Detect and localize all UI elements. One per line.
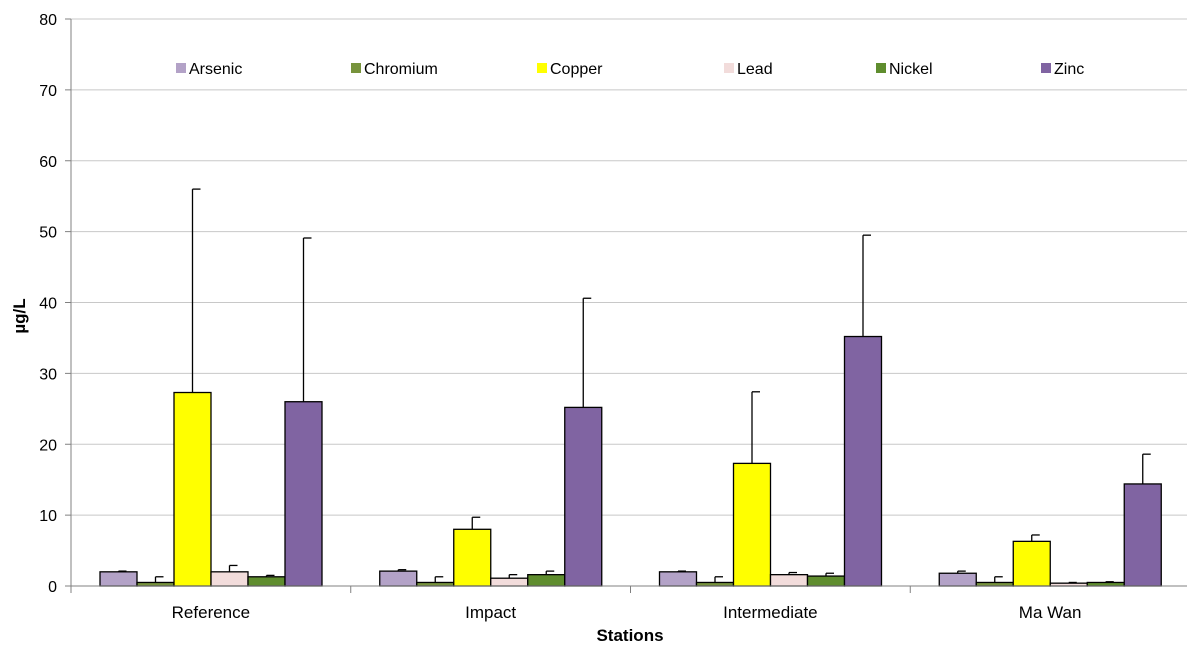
bar-arsenic-impact <box>379 570 418 587</box>
legend-label: Lead <box>737 61 773 78</box>
bar-arsenic-intermediate <box>658 571 698 587</box>
bar-nickel-impact <box>527 574 566 587</box>
legend-label: Copper <box>550 61 603 78</box>
legend-swatch <box>176 63 186 73</box>
y-axis-title: µg/L <box>10 298 29 333</box>
bar-arsenic-ma-wan <box>938 572 977 587</box>
y-tick-label: 30 <box>39 366 57 383</box>
x-axis-title: Stations <box>596 626 663 643</box>
bar-lead-impact <box>490 577 529 587</box>
legend-swatch <box>537 63 547 73</box>
bar-zinc-intermediate <box>843 335 883 587</box>
y-tick-label: 80 <box>39 12 57 29</box>
bar-nickel-ma-wan <box>1086 581 1125 587</box>
y-tick-label: 10 <box>39 508 57 525</box>
x-tick-label: Impact <box>465 603 516 622</box>
bar-copper-reference <box>173 391 212 587</box>
y-tick-label: 20 <box>39 437 57 454</box>
bar-zinc-ma-wan <box>1123 483 1162 587</box>
bar-zinc-reference <box>284 401 323 587</box>
axes-layer: µg/L Stations 0 10 20 30 40 50 60 70 80 Reference… <box>10 12 1187 645</box>
legend-label: Nickel <box>889 61 933 78</box>
bar-nickel-intermediate <box>806 575 846 587</box>
bar-arsenic-reference <box>99 571 138 587</box>
bar-zinc-impact <box>564 406 603 587</box>
y-tick-label: 50 <box>39 225 57 242</box>
x-tick-label: Intermediate <box>723 603 818 622</box>
y-tick-label: 40 <box>39 296 57 313</box>
legend-swatch <box>876 63 886 73</box>
bar-chromium-intermediate <box>695 581 735 587</box>
bar-copper-ma-wan <box>1012 540 1051 587</box>
bar-lead-reference <box>210 571 249 587</box>
bar-lead-intermediate <box>769 574 809 587</box>
bar-chromium-reference <box>136 581 175 587</box>
legend-swatch <box>1041 63 1051 73</box>
bar-chromium-impact <box>416 581 455 587</box>
legend: Arsenic Chromium Copper Lead Nickel Zinc <box>176 61 1084 78</box>
legend-swatch <box>351 63 361 73</box>
x-tick-label: Reference <box>172 603 250 622</box>
bar-copper-impact <box>453 528 492 587</box>
y-tick-label: 70 <box>39 83 57 100</box>
bar-chromium-ma-wan <box>975 581 1014 587</box>
legend-label: Zinc <box>1054 61 1084 78</box>
y-tick-label: 60 <box>39 154 57 171</box>
y-tick-label: 0 <box>48 579 57 596</box>
grid-layer <box>71 18 1187 516</box>
legend-label: Arsenic <box>189 61 242 78</box>
bars-layer <box>99 335 1162 587</box>
legend-swatch <box>724 63 734 73</box>
x-tick-label: Ma Wan <box>1019 603 1082 622</box>
bar-nickel-reference <box>247 576 286 587</box>
errors-layer <box>117 188 1151 584</box>
legend-label: Chromium <box>364 61 438 78</box>
bar-copper-intermediate <box>732 462 772 587</box>
